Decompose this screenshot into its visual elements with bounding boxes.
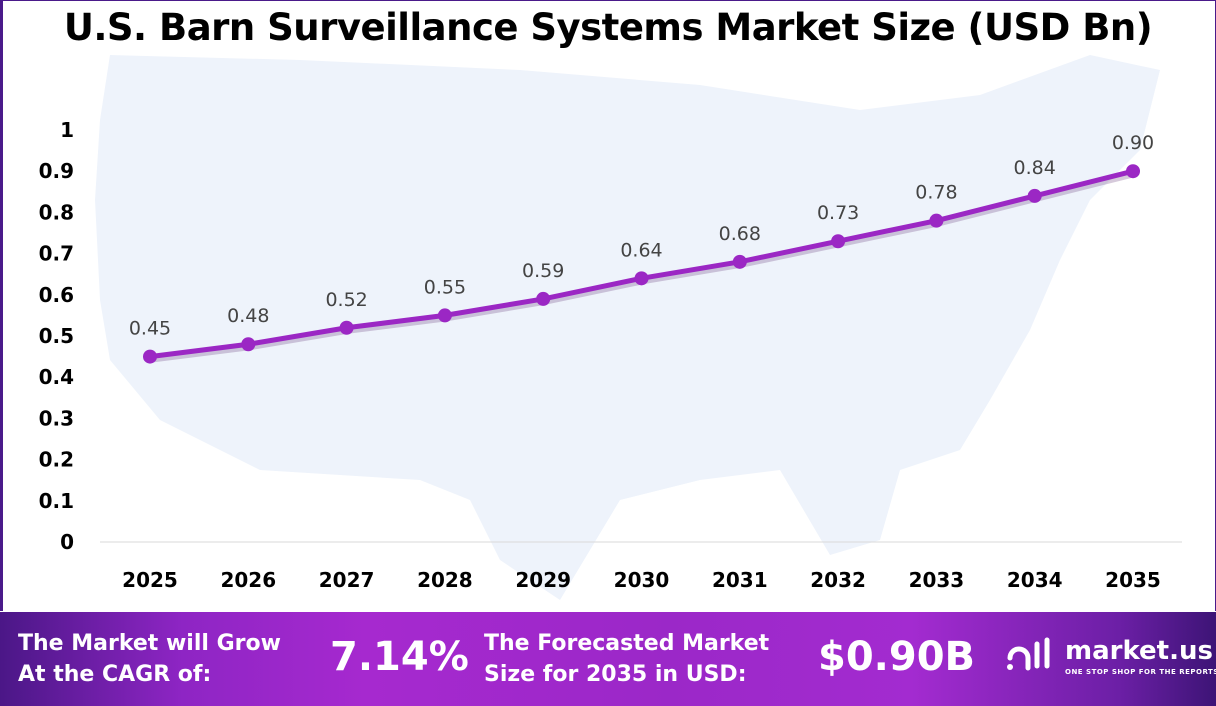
y-tick-label: 0.2	[39, 448, 74, 472]
x-tick-label: 2029	[515, 568, 571, 592]
data-label: 0.59	[522, 260, 564, 282]
y-tick-label: 0.3	[39, 406, 74, 430]
data-point	[732, 254, 747, 269]
x-tick-label: 2033	[909, 568, 965, 592]
data-point	[143, 349, 157, 364]
data-label: 0.84	[1014, 157, 1056, 179]
y-tick-label: 0.9	[39, 159, 74, 183]
data-label: 0.55	[424, 276, 466, 298]
x-tick-label: 2032	[810, 568, 866, 592]
y-tick-label: 0.5	[39, 324, 74, 348]
market-us-logo-icon	[1007, 637, 1050, 671]
logo-text: market.us	[1065, 636, 1213, 666]
y-tick-label: 0.4	[39, 365, 74, 389]
data-label: 0.64	[620, 239, 662, 261]
y-tick-label: 1	[60, 118, 74, 142]
data-label: 0.90	[1112, 132, 1154, 154]
x-tick-label: 2034	[1007, 568, 1063, 592]
data-point	[241, 337, 256, 352]
x-tick-label: 2026	[220, 568, 276, 592]
cagr-label: The Market will Grow At the CAGR of:	[18, 631, 281, 687]
data-point	[634, 271, 649, 286]
x-tick-label: 2031	[712, 568, 768, 592]
data-point	[831, 234, 846, 249]
data-point	[437, 308, 452, 323]
us-map-background	[95, 55, 1160, 600]
data-label: 0.68	[719, 223, 761, 245]
y-tick-label: 0.1	[39, 489, 74, 513]
cagr-value: 7.14%	[330, 634, 469, 680]
data-point	[1027, 188, 1042, 203]
data-label: 0.45	[129, 318, 171, 340]
x-tick-label: 2028	[417, 568, 473, 592]
y-tick-label: 0.7	[39, 242, 74, 266]
logo-tagline: ONE STOP SHOP FOR THE REPORTS	[1065, 668, 1216, 676]
data-label: 0.52	[325, 289, 367, 311]
line-chart: 0 0.1 0.2 0.3 0.4 0.5 0.6 0.7 0.8 0.9 1 2025 2026 20…	[39, 55, 1182, 600]
data-label: 0.48	[227, 305, 269, 327]
data-point	[1126, 164, 1140, 179]
forecast-label: The Forecasted Market Size for 2035 in US…	[484, 631, 770, 687]
data-point	[339, 320, 354, 335]
summary-footer: The Market will Grow At the CAGR of: 7.14…	[0, 612, 1216, 706]
y-tick-label: 0.6	[39, 283, 74, 307]
x-tick-label: 2027	[319, 568, 375, 592]
x-tick-label: 2035	[1105, 568, 1161, 592]
data-label: 0.73	[817, 202, 859, 224]
x-tick-label: 2030	[614, 568, 670, 592]
data-point	[536, 291, 551, 306]
x-tick-label: 2025	[122, 568, 178, 592]
data-point	[929, 213, 944, 228]
y-tick-label: 0	[60, 530, 74, 554]
forecast-value: $0.90B	[818, 634, 976, 680]
y-tick-label: 0.8	[39, 200, 74, 224]
data-label: 0.78	[915, 182, 957, 204]
chart-title: U.S. Barn Surveillance Systems Market Si…	[63, 6, 1153, 49]
